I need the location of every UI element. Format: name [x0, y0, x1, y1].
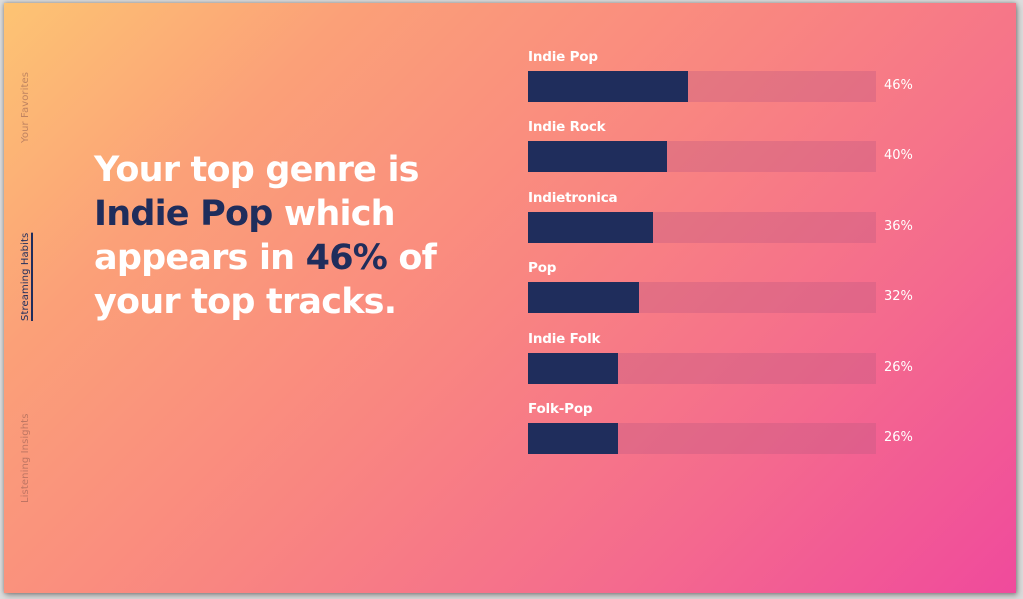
bar-row: Indie Folk 26%	[528, 331, 968, 391]
headline-text-1: Your top genre is	[94, 150, 419, 190]
bar-value-label: 36%	[884, 218, 913, 234]
bar-track	[528, 211, 876, 243]
bar-label: Pop	[528, 260, 557, 277]
headline-text-2: which appears in	[94, 194, 396, 278]
bar-row: Indie Pop 46%	[528, 49, 968, 109]
bar-track	[528, 282, 876, 314]
bar-track	[528, 71, 876, 102]
bar-value-label: 32%	[884, 289, 913, 305]
app-window: Your Favorites Streaming Habits Listenin…	[4, 3, 1016, 593]
headline-genre: Indie Pop	[94, 194, 273, 234]
bar-row: Pop 32%	[528, 260, 968, 320]
headline: Your top genre is Indie Pop which appear…	[94, 148, 494, 324]
bar-track	[528, 352, 876, 384]
bar-value-label: 26%	[884, 359, 913, 375]
headline-text-3: of your top tracks.	[94, 238, 437, 322]
nav-item-listening-insights[interactable]: Listening Insights	[20, 413, 31, 503]
bar-track	[528, 141, 876, 173]
bar-label: Indie Folk	[528, 330, 601, 347]
bar-label: Indie Rock	[528, 119, 606, 136]
bar-fill	[528, 211, 654, 243]
bar-row: Indie Rock 40%	[528, 119, 968, 179]
headline-percent: 46%	[305, 238, 388, 278]
bar-value-label: 46%	[884, 78, 913, 93]
bar-fill	[528, 141, 668, 173]
bar-fill	[528, 423, 619, 454]
bar-row: Indietronica 36%	[528, 190, 968, 250]
nav-item-your-favorites[interactable]: Your Favorites	[20, 71, 31, 143]
bar-fill	[528, 71, 689, 102]
nav-item-streaming-habits[interactable]: Streaming Habits	[20, 232, 31, 321]
bar-track	[528, 423, 876, 454]
bar-fill	[528, 352, 619, 384]
bar-fill	[528, 282, 640, 314]
bar-label: Indie Pop	[528, 49, 598, 65]
bar-label: Indietronica	[528, 189, 618, 206]
side-nav: Your Favorites Streaming Habits Listenin…	[4, 3, 48, 593]
bar-label: Folk-Pop	[528, 401, 593, 417]
bar-value-label: 40%	[884, 148, 913, 164]
bar-value-label: 26%	[884, 430, 913, 445]
bar-row: Folk-Pop 26%	[528, 401, 968, 461]
